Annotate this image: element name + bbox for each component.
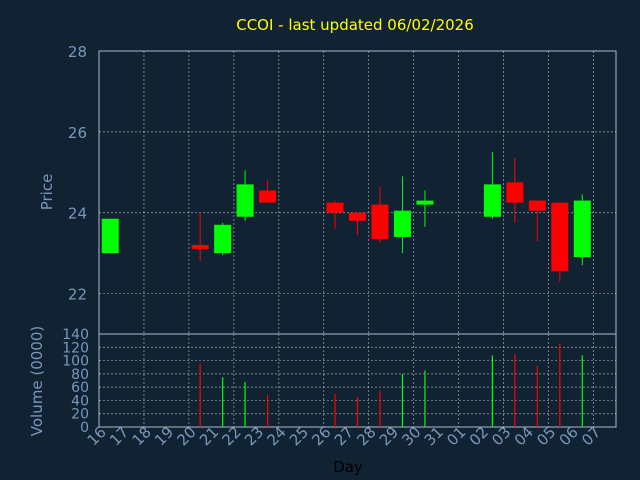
volume-tick-label: 0 [80,420,89,436]
chart-title: CCOI - last updated 06/02/2026 [236,16,474,34]
candle-body [259,190,277,203]
candle-body [506,182,524,203]
volume-tick-label: 60 [71,380,89,396]
price-plot-frame [98,50,617,335]
candle-body [551,202,569,272]
candle-body [573,200,591,258]
candle-body [349,212,366,221]
candle-body [371,204,389,239]
price-tick-label: 24 [68,205,87,223]
x-axis-ticks: 1617181920212223242526272829303101020304… [84,423,605,449]
candle-body [483,184,501,217]
volume-tick-label: 40 [71,393,89,409]
price-axis-label: Price [38,174,56,211]
candle-body [214,224,232,254]
volume-tick-label: 80 [71,367,89,383]
price-tick-label: 22 [68,286,87,304]
candle-body [101,218,119,254]
x-axis-label: Day [333,458,363,476]
volume-tick-label: 120 [62,340,89,356]
candle-body [528,200,546,211]
volume-tick-label: 140 [62,327,89,343]
volume-tick-label: 100 [62,354,89,370]
volume-tick-label: 20 [71,407,89,423]
price-tick-label: 26 [68,124,87,142]
volume-axis-label: Volume (0000) [28,326,46,436]
price-tick-label: 28 [68,43,87,61]
price-panel: 22 24 26 28 [68,43,617,335]
candle-body [326,202,344,213]
candle-body [191,245,209,250]
candle-body [416,200,434,205]
candle-body [393,210,411,237]
candle-body [236,184,254,217]
